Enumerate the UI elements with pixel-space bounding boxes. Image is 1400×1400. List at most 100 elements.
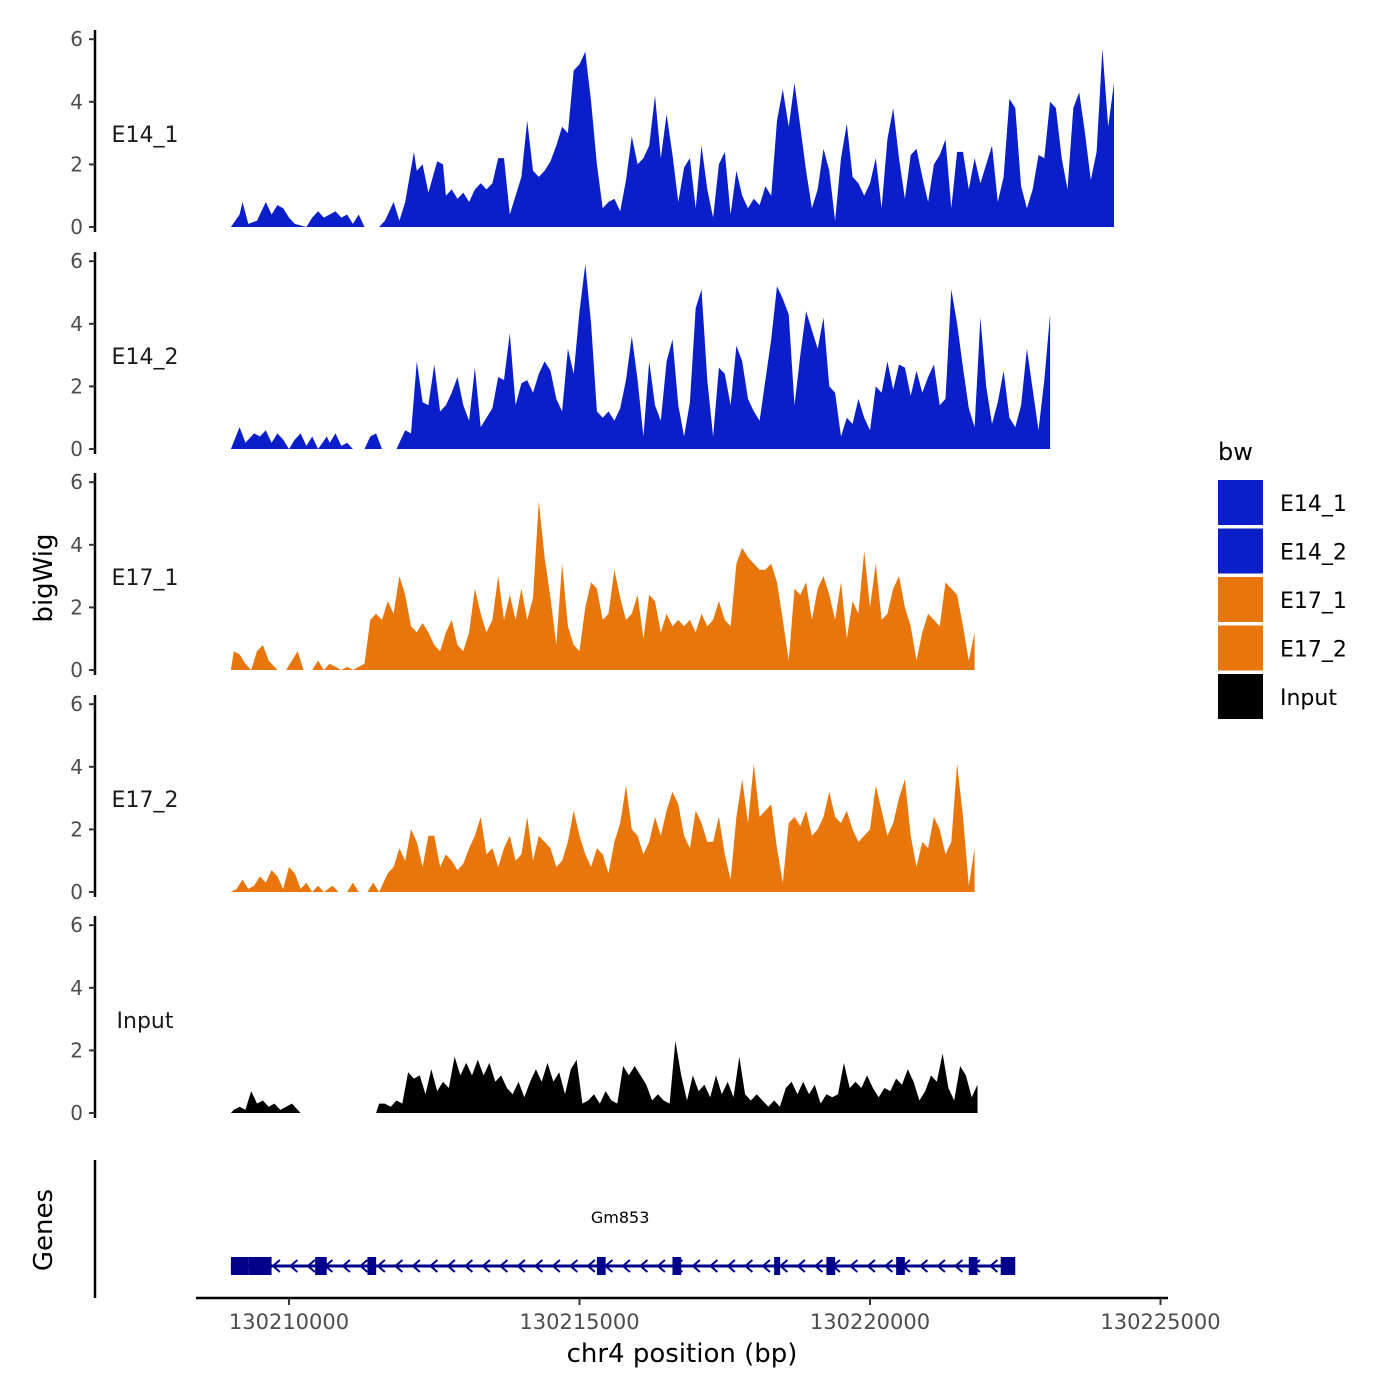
track-label: E17_1 bbox=[112, 566, 179, 591]
track-Input: 0 2 4 6 Input bbox=[70, 913, 978, 1125]
area-E14_2 bbox=[230, 264, 1051, 449]
strand-arrow bbox=[446, 1259, 456, 1273]
legend-label: Input bbox=[1280, 686, 1337, 711]
y-tick-label: 4 bbox=[70, 533, 83, 557]
strand-arrow bbox=[691, 1259, 701, 1273]
y-tick-label: 4 bbox=[70, 312, 83, 336]
x-tick-label: 130220000 bbox=[810, 1310, 930, 1334]
strand-arrow bbox=[551, 1259, 561, 1273]
legend-title: bw bbox=[1218, 438, 1253, 466]
y-tick-label: 0 bbox=[70, 437, 83, 461]
strand-arrow bbox=[743, 1259, 754, 1273]
strand-arrow bbox=[288, 1259, 299, 1273]
exon bbox=[230, 1257, 249, 1275]
legend-swatch bbox=[1218, 480, 1263, 525]
area-Input bbox=[230, 1041, 978, 1113]
y-tick-label: 6 bbox=[70, 470, 83, 494]
legend: bw E14_1 E14_2 E17_1 E17_2 Input bbox=[1218, 438, 1347, 719]
strand-arrow bbox=[481, 1259, 491, 1273]
y-tick-label: 4 bbox=[70, 755, 83, 779]
legend-item-E17_2: E17_2 bbox=[1218, 625, 1347, 671]
strand-arrow bbox=[533, 1259, 544, 1273]
x-tick-label: 130225000 bbox=[1100, 1310, 1220, 1334]
track-E14_2: 0 2 4 6 E14_2 bbox=[70, 249, 1051, 461]
strand-arrow bbox=[411, 1259, 421, 1273]
strand-arrow bbox=[953, 1259, 964, 1273]
y-tick-label: 6 bbox=[70, 692, 83, 716]
exon bbox=[774, 1257, 781, 1275]
strand-arrow bbox=[586, 1259, 596, 1273]
genes-axis-title: Genes bbox=[29, 1189, 59, 1271]
strand-arrow bbox=[621, 1259, 631, 1273]
x-tick-label: 130210000 bbox=[229, 1310, 349, 1334]
strand-arrow bbox=[848, 1259, 859, 1273]
legend-item-Input: Input bbox=[1218, 674, 1337, 719]
x-axis: 130210000 130215000 130220000 130225000 bbox=[196, 1296, 1221, 1334]
y-tick-label: 0 bbox=[70, 880, 83, 904]
track-label: Input bbox=[117, 1009, 174, 1034]
strand-arrow bbox=[988, 1259, 999, 1273]
area-E17_2 bbox=[230, 763, 975, 892]
strand-arrow bbox=[271, 1259, 281, 1273]
gene-Gm853: Gm853 bbox=[230, 1208, 1016, 1275]
exon bbox=[1000, 1257, 1016, 1275]
area-E17_1 bbox=[230, 501, 975, 670]
x-axis-title: chr4 position (bp) bbox=[567, 1339, 798, 1369]
strand-arrow bbox=[778, 1259, 789, 1273]
y-tick-label: 6 bbox=[70, 913, 83, 937]
legend-swatch bbox=[1218, 577, 1263, 622]
exon bbox=[596, 1257, 606, 1275]
track-panels: 0 2 4 6 E14_1 0 2 4 6 E14_2 0 2 4 6 E17_1 0 2 4 6 E17_2 0 2 4 6… bbox=[70, 27, 1114, 1125]
strand-arrow bbox=[726, 1259, 736, 1273]
exon bbox=[248, 1257, 272, 1275]
strand-arrow bbox=[463, 1259, 474, 1273]
y-tick-label: 6 bbox=[70, 249, 83, 273]
y-tick-label: 4 bbox=[70, 976, 83, 1000]
legend-swatch bbox=[1218, 625, 1263, 671]
exon bbox=[672, 1257, 682, 1275]
strand-arrow bbox=[341, 1259, 351, 1273]
exon bbox=[826, 1257, 836, 1275]
strand-arrow bbox=[708, 1259, 719, 1273]
strand-arrow bbox=[761, 1259, 771, 1273]
legend-label: E14_2 bbox=[1280, 541, 1347, 566]
track-E14_1: 0 2 4 6 E14_1 bbox=[70, 27, 1114, 239]
track-label: E14_2 bbox=[112, 345, 179, 370]
y-tick-label: 0 bbox=[70, 215, 83, 239]
legend-swatch bbox=[1218, 674, 1263, 719]
legend-item-E14_1: E14_1 bbox=[1218, 480, 1347, 525]
strand-arrow bbox=[866, 1259, 876, 1273]
legend-label: E14_1 bbox=[1280, 492, 1347, 517]
strand-arrow bbox=[568, 1259, 579, 1273]
genes-panel: Gm853 bbox=[93, 1160, 1016, 1298]
strand-arrow bbox=[918, 1259, 929, 1273]
legend-label: E17_2 bbox=[1280, 638, 1347, 663]
legend-swatch bbox=[1218, 528, 1263, 574]
y-tick-label: 2 bbox=[70, 152, 83, 176]
strand-arrow bbox=[813, 1259, 824, 1273]
y-tick-label: 2 bbox=[70, 595, 83, 619]
y-tick-label: 2 bbox=[70, 1038, 83, 1062]
y-tick-label: 2 bbox=[70, 374, 83, 398]
track-E17_2: 0 2 4 6 E17_2 bbox=[70, 692, 975, 904]
strand-arrow bbox=[936, 1259, 946, 1273]
y-axis-title: bigWig bbox=[29, 533, 59, 622]
strand-arrow bbox=[393, 1259, 404, 1273]
exon bbox=[968, 1257, 978, 1275]
area-E14_1 bbox=[230, 48, 1114, 227]
track-label: E14_1 bbox=[112, 123, 179, 148]
strand-arrow bbox=[656, 1259, 666, 1273]
strand-arrow bbox=[883, 1259, 894, 1273]
y-tick-label: 0 bbox=[70, 658, 83, 682]
strand-arrow bbox=[306, 1259, 316, 1273]
strand-arrow bbox=[516, 1259, 526, 1273]
exon bbox=[367, 1257, 377, 1275]
strand-arrow bbox=[376, 1259, 386, 1273]
exon bbox=[315, 1257, 327, 1275]
strand-arrow bbox=[358, 1259, 369, 1273]
y-tick-label: 2 bbox=[70, 817, 83, 841]
strand-arrow bbox=[428, 1259, 439, 1273]
y-tick-label: 4 bbox=[70, 90, 83, 114]
track-E17_1: 0 2 4 6 E17_1 bbox=[70, 470, 975, 682]
